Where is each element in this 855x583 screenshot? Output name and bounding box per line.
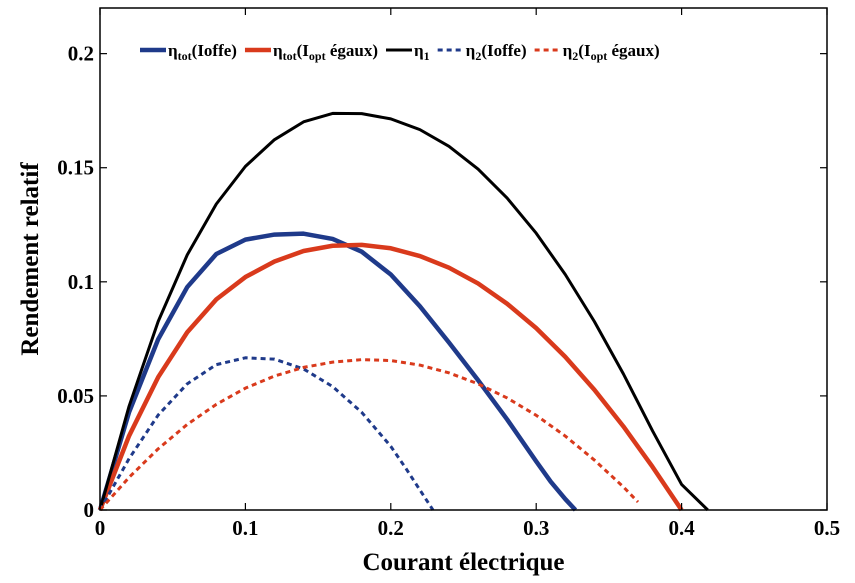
- legend-label-2: ηtot(Iopt égaux): [273, 41, 378, 63]
- y-tick-label: 0: [84, 498, 95, 522]
- series-layer: [97, 111, 709, 512]
- series-line-2: [97, 242, 684, 512]
- x-axis-label: Courant électrique: [362, 549, 564, 576]
- y-tick-label: 0.1: [68, 270, 94, 294]
- ticks-layer: 0 0.1 0.2 0.3 0.4 0.5 0 0.05 0.1 0.15 0.2: [57, 8, 840, 540]
- x-tick-label: 0: [95, 516, 106, 540]
- x-tick-label: 0.1: [232, 516, 258, 540]
- legend: ηtot(Ioffe) ηtot(Iopt égaux) η1 η2(Ioffe) η2…: [140, 41, 660, 63]
- series-line-5: [98, 358, 640, 511]
- legend-label-4: η2(Ioffe): [466, 41, 527, 63]
- x-tick-label: 0.4: [668, 516, 695, 540]
- x-tick-label: 0.3: [523, 516, 549, 540]
- y-tick-label: 0.2: [68, 42, 94, 66]
- series-line-1: [97, 231, 578, 512]
- y-tick-label: 0.15: [57, 156, 94, 180]
- y-axis-label: Rendement relatif: [17, 162, 44, 356]
- series-line-3: [98, 111, 709, 512]
- legend-label-1: ηtot(Ioffe): [168, 41, 237, 63]
- series-line-4: [98, 356, 435, 511]
- legend-label-3: η1: [414, 41, 430, 63]
- x-tick-label: 0.2: [378, 516, 404, 540]
- legend-label-5: η2(Iopt égaux): [563, 41, 660, 63]
- y-tick-label: 0.05: [57, 384, 94, 408]
- plot-frame: [99, 7, 828, 511]
- x-tick-label: 0.5: [814, 516, 840, 540]
